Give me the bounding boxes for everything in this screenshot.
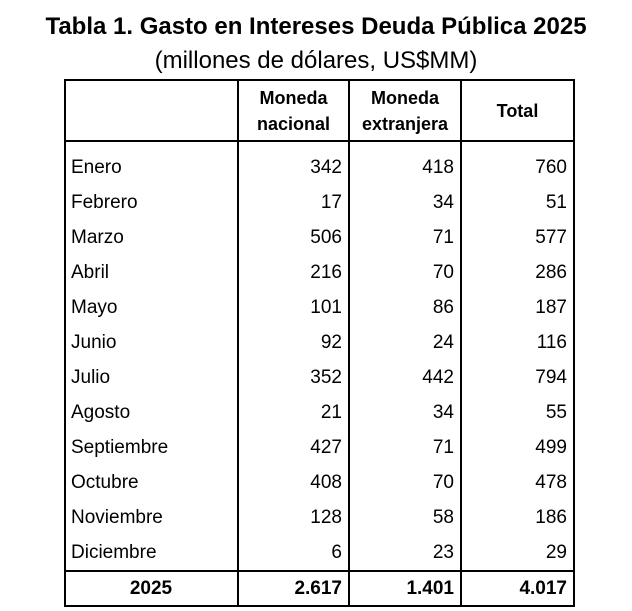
table-subtitle: (millones de dólares, US$MM) [154,47,478,74]
month-cell: Abril [64,255,239,290]
header-total: Total [460,79,575,142]
header-moneda-extranjera-line1: Moneda [370,87,439,108]
header-moneda-extranjera: Moneda extranjera [348,79,462,142]
moneda-extranjera-cell: 34 [348,395,462,430]
moneda-nacional-cell: 506 [237,220,350,255]
month-cell: Julio [64,360,239,395]
moneda-nacional-cell: 427 [237,430,350,465]
month-cell: Febrero [64,185,239,220]
moneda-nacional-cell: 128 [237,500,350,535]
month-cell: Septiembre [64,430,239,465]
month-cell: Mayo [64,290,239,325]
table-row: Agosto 21 34 55 [64,395,575,430]
moneda-extranjera-cell: 24 [348,325,462,360]
total-cell: 499 [460,430,575,465]
interest-expense-table: Moneda nacional Moneda extranjera Total … [64,79,575,607]
total-cell: 29 [460,535,575,571]
header-row: Moneda nacional Moneda extranjera Total [64,79,575,142]
month-cell: Marzo [64,220,239,255]
table-row: Septiembre 427 71 499 [64,430,575,465]
total-cell: 478 [460,465,575,500]
month-cell: Enero [64,150,239,185]
month-cell: Diciembre [64,535,239,571]
table-row: Noviembre 128 58 186 [64,500,575,535]
totals-extranjera: 1.401 [348,570,462,607]
totals-label: 2025 [64,570,239,607]
table-row: Febrero 17 34 51 [64,185,575,220]
header-moneda-nacional-line2: nacional [256,113,331,134]
total-cell: 794 [460,360,575,395]
moneda-nacional-cell: 408 [237,465,350,500]
spacer-row [64,141,575,150]
moneda-extranjera-cell: 71 [348,430,462,465]
total-cell: 116 [460,325,575,360]
table-row: Junio 92 24 116 [64,325,575,360]
total-cell: 286 [460,255,575,290]
table-row: Abril 216 70 286 [64,255,575,290]
moneda-extranjera-cell: 418 [348,150,462,185]
moneda-nacional-cell: 17 [237,185,350,220]
total-cell: 187 [460,290,575,325]
table-row: Mayo 101 86 187 [64,290,575,325]
month-cell: Noviembre [64,500,239,535]
table-row: Julio 352 442 794 [64,360,575,395]
totals-total: 4.017 [460,570,575,607]
table-row: Marzo 506 71 577 [64,220,575,255]
moneda-nacional-cell: 92 [237,325,350,360]
moneda-nacional-cell: 6 [237,535,350,571]
table-title: Tabla 1. Gasto en Intereses Deuda Públic… [45,13,587,40]
header-moneda-extranjera-line2: extranjera [361,113,449,134]
total-cell: 577 [460,220,575,255]
moneda-extranjera-cell: 23 [348,535,462,571]
moneda-nacional-cell: 216 [237,255,350,290]
table-row: Octubre 408 70 478 [64,465,575,500]
total-cell: 55 [460,395,575,430]
total-cell: 186 [460,500,575,535]
month-cell: Octubre [64,465,239,500]
totals-nacional: 2.617 [237,570,350,607]
month-cell: Agosto [64,395,239,430]
total-cell: 51 [460,185,575,220]
moneda-extranjera-cell: 70 [348,255,462,290]
table-row: Diciembre 6 23 29 [64,535,575,571]
moneda-extranjera-cell: 34 [348,185,462,220]
month-cell: Junio [64,325,239,360]
totals-row: 2025 2.617 1.401 4.017 [64,570,575,607]
moneda-extranjera-cell: 70 [348,465,462,500]
moneda-extranjera-cell: 58 [348,500,462,535]
moneda-nacional-cell: 352 [237,360,350,395]
header-moneda-nacional: Moneda nacional [237,79,350,142]
table-row: Enero 342 418 760 [64,150,575,185]
total-cell: 760 [460,150,575,185]
header-moneda-nacional-line1: Moneda [259,87,328,108]
header-month [64,79,239,142]
moneda-nacional-cell: 342 [237,150,350,185]
moneda-extranjera-cell: 71 [348,220,462,255]
moneda-nacional-cell: 101 [237,290,350,325]
moneda-extranjera-cell: 86 [348,290,462,325]
moneda-extranjera-cell: 442 [348,360,462,395]
moneda-nacional-cell: 21 [237,395,350,430]
